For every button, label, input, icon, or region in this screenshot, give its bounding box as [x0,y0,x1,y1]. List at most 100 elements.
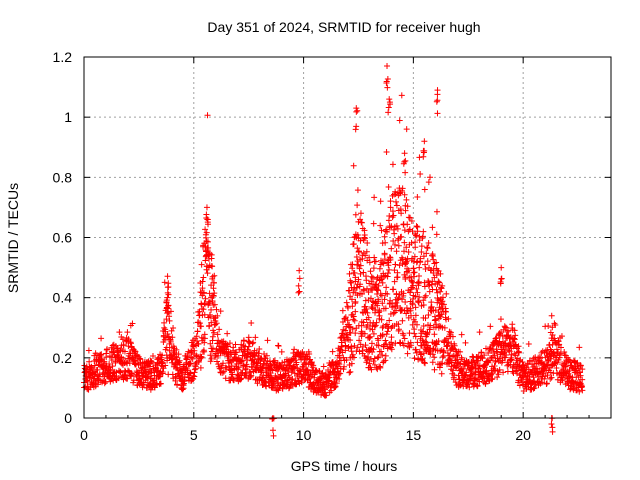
data-point [336,352,343,359]
y-tick-label: 0.8 [53,169,73,185]
data-point [183,356,190,363]
data-point [457,360,464,367]
data-point [244,363,251,370]
data-point [201,301,208,308]
data-point [103,346,110,353]
data-point [224,343,231,350]
data-point [498,264,505,271]
data-point [122,359,129,366]
data-point [103,354,110,361]
data-point [390,310,397,317]
data-point [385,270,392,277]
data-point [417,333,424,340]
data-point [109,363,116,370]
data-point [433,98,440,105]
data-point [479,355,486,362]
data-point [416,154,423,161]
data-point [408,239,415,246]
data-point [402,207,409,214]
data-point [401,227,408,234]
data-point [476,329,483,336]
data-point [164,294,171,301]
data-point [386,96,393,103]
data-point [401,248,408,255]
data-point [382,337,389,344]
data-point [433,208,440,215]
data-point [388,223,395,230]
data-point [167,308,174,315]
data-point [378,227,385,234]
data-point [440,352,447,359]
data-point [377,364,384,371]
data-point [248,372,255,379]
data-point [167,338,174,345]
data-point [207,352,214,359]
data-point [352,330,359,337]
data-point [420,153,427,160]
data-point [411,269,418,276]
data-point [162,362,169,369]
data-point [238,375,245,382]
data-point [112,376,119,383]
data-point [407,214,414,221]
x-tick-label: 15 [406,427,422,443]
data-point [354,187,361,194]
data-point [357,262,364,269]
data-point [462,339,469,346]
data-point [395,242,402,249]
data-point [425,240,432,247]
data-point [347,368,354,375]
data-point [188,354,195,361]
data-point [216,326,223,333]
data-point [223,364,230,371]
data-point [140,381,147,388]
data-point [543,380,550,387]
data-point [384,63,391,70]
data-point [425,179,432,186]
data-point [286,384,293,391]
data-point [414,228,421,235]
data-point [421,138,428,145]
data-point [363,248,370,255]
data-point [246,339,253,346]
data-point [358,290,365,297]
data-point [207,313,214,320]
data-point [530,385,537,392]
data-point [433,272,440,279]
data-point [340,354,347,361]
data-point [98,335,105,342]
data-point [382,239,389,246]
data-point [215,361,222,368]
data-point [355,276,362,283]
data-point [269,416,276,423]
data-point [85,347,92,354]
data-point [386,266,393,273]
data-point [405,267,412,274]
data-point [368,366,375,373]
data-point [420,323,427,330]
data-point [385,104,392,111]
data-point [337,370,344,377]
data-point [356,337,363,344]
data-point [201,348,208,355]
data-point [394,225,401,232]
data-point [402,298,409,305]
data-point [379,279,386,286]
data-point [264,357,271,364]
data-point [420,147,427,154]
data-point [541,375,548,382]
data-point [370,346,377,353]
data-point [377,222,384,229]
data-point [94,366,101,373]
data-point [128,370,135,377]
data-point [405,248,412,255]
data-point [295,289,302,296]
data-point [246,338,253,345]
data-point [549,332,556,339]
data-point [119,336,126,343]
data-point [201,311,208,318]
data-point [390,237,397,244]
data-point [393,248,400,255]
data-point [396,117,403,124]
